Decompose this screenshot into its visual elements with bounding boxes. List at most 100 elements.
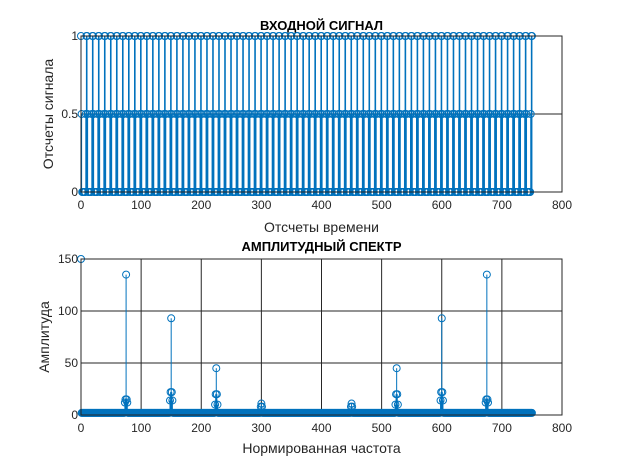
x-tick-label: 400 xyxy=(311,421,331,435)
y-tick-label: 100 xyxy=(58,304,78,318)
spectrum-ylabel: Амплитуда xyxy=(36,301,52,373)
x-tick-label: 400 xyxy=(311,198,331,212)
stem-marker xyxy=(348,110,357,118)
stem-marker xyxy=(203,110,212,118)
stem-mark xyxy=(197,110,206,192)
input-signal-ylabel: Отсчеты сигнала xyxy=(40,59,56,170)
stem-marker xyxy=(527,408,536,417)
stem-mark xyxy=(167,314,176,415)
stem-mark xyxy=(480,110,489,192)
stem-marker xyxy=(185,110,194,118)
stem-mark xyxy=(372,110,381,192)
stem-marker xyxy=(444,110,453,118)
y-tick-label: 150 xyxy=(58,252,78,266)
x-tick-label: 500 xyxy=(372,198,392,212)
stem-marker xyxy=(486,110,495,118)
stem-mark xyxy=(348,110,357,192)
stem-marker xyxy=(342,110,351,118)
stem-marker xyxy=(137,110,146,118)
stem-mark xyxy=(420,110,429,192)
stem-mark xyxy=(179,110,188,192)
stem-mark xyxy=(221,110,230,192)
stem-marker xyxy=(221,110,230,118)
stem-mark xyxy=(167,110,176,192)
stem-marker xyxy=(432,110,441,118)
x-tick-label: 800 xyxy=(552,198,572,212)
stem-marker xyxy=(209,110,218,118)
stem-marker xyxy=(384,110,393,118)
stem-marker xyxy=(438,388,447,397)
stem-mark xyxy=(276,110,285,192)
stem-marker xyxy=(393,390,402,399)
stem-mark xyxy=(203,110,212,192)
stem-mark xyxy=(336,110,345,192)
stem-mark xyxy=(83,110,92,192)
spectrum-yticks: 0 50 100 150 xyxy=(58,252,78,422)
stem-mark xyxy=(432,110,441,192)
stem-marker xyxy=(450,110,459,118)
stem-marker xyxy=(408,110,417,118)
stem-marker xyxy=(378,110,387,118)
stem-mark xyxy=(161,110,170,192)
stem-marker xyxy=(306,110,315,118)
stem-marker xyxy=(436,396,445,405)
stem-mark xyxy=(342,110,351,192)
stem-mark xyxy=(396,110,405,192)
stem-marker xyxy=(347,399,356,408)
stem-mark xyxy=(263,110,272,192)
stem-marker xyxy=(516,110,525,118)
stem-marker xyxy=(360,110,369,118)
stem-marker xyxy=(276,110,285,118)
stem-marker xyxy=(437,314,446,323)
input-signal-axes-box xyxy=(80,35,563,193)
stem-mark xyxy=(330,110,339,192)
stem-marker xyxy=(282,110,291,118)
stem-mark xyxy=(438,110,447,192)
y-tick-label: 0.5 xyxy=(61,107,78,121)
stem-mark xyxy=(107,110,116,192)
stem-marker xyxy=(393,400,402,409)
stem-mark xyxy=(360,110,369,192)
input-signal-yticks: 00.51 xyxy=(61,29,78,199)
stem-mark xyxy=(378,110,387,192)
stem-mark xyxy=(288,110,297,192)
stem-marker xyxy=(113,110,122,118)
x-tick-label: 300 xyxy=(251,198,271,212)
stem-marker xyxy=(149,110,158,118)
stem-marker xyxy=(101,110,110,118)
stem-mark xyxy=(137,110,146,192)
spectrum-stems xyxy=(77,255,536,417)
stem-mark xyxy=(312,110,321,192)
stem-mark xyxy=(474,110,483,192)
stem-marker xyxy=(167,110,176,118)
stem-mark xyxy=(125,110,134,192)
stem-mark xyxy=(384,110,393,192)
stem-mark xyxy=(462,110,471,192)
stem-marker xyxy=(155,110,164,118)
stem-mark xyxy=(294,110,303,192)
stem-marker xyxy=(83,110,92,118)
x-tick-label: 200 xyxy=(191,421,211,435)
stem-marker xyxy=(263,110,272,118)
stem-mark xyxy=(414,110,423,192)
input-signal-axes: 0 100 200 300 400 500 600 700 800 00.51 ВХОДНОЙ … xyxy=(40,18,572,235)
stem-marker xyxy=(212,364,221,373)
stem-mark xyxy=(131,110,140,192)
stem-marker xyxy=(504,110,513,118)
stem-marker xyxy=(227,110,236,118)
stem-marker xyxy=(438,396,447,405)
x-tick-label: 100 xyxy=(131,198,151,212)
stem-mark xyxy=(282,110,291,192)
stem-marker xyxy=(215,110,224,118)
spectrum-xlabel: Нормированная частота xyxy=(242,440,401,456)
stem-marker xyxy=(492,110,501,118)
y-tick-label: 50 xyxy=(65,356,79,370)
stem-mark xyxy=(354,110,363,192)
x-tick-label: 700 xyxy=(492,198,512,212)
stem-mark xyxy=(149,110,158,192)
stem-mark xyxy=(270,110,279,192)
stem-mark xyxy=(498,110,507,192)
stem-marker xyxy=(257,110,266,118)
y-tick-label: 1 xyxy=(71,29,78,43)
